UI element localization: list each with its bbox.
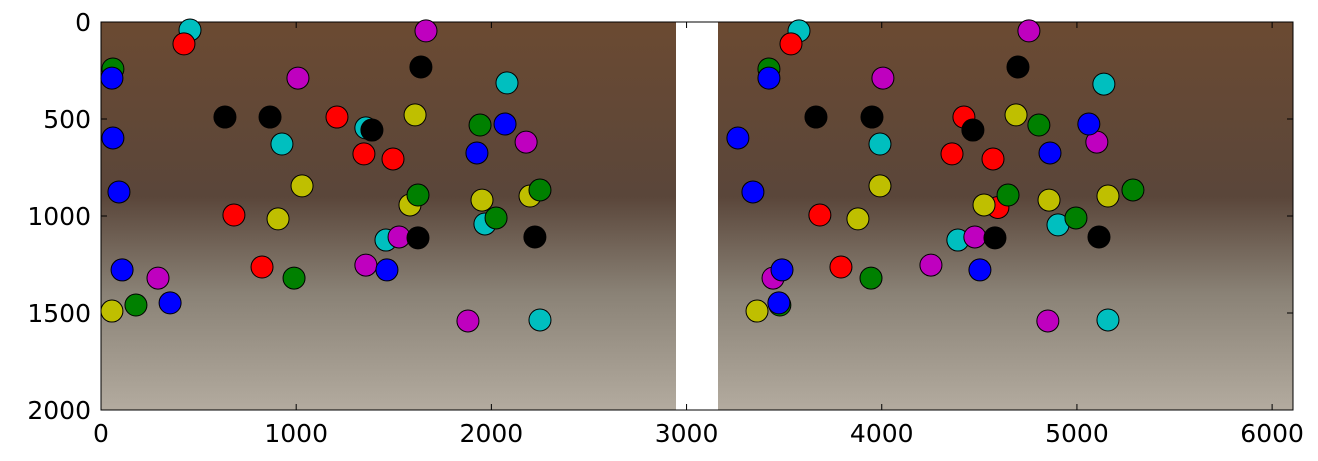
- point: [102, 127, 124, 149]
- point: [872, 67, 894, 89]
- point: [267, 208, 289, 230]
- x-tick-label: 2000: [460, 419, 524, 448]
- point: [125, 294, 147, 316]
- point: [361, 119, 383, 141]
- point: [984, 227, 1006, 249]
- point: [1097, 185, 1119, 207]
- point: [746, 300, 768, 322]
- point: [982, 148, 1004, 170]
- point: [742, 181, 764, 203]
- left-image: [101, 22, 676, 410]
- point: [1078, 113, 1100, 135]
- point: [1065, 207, 1087, 229]
- point: [1039, 142, 1061, 164]
- x-tick-label: 1000: [264, 419, 328, 448]
- point: [101, 300, 123, 322]
- point: [1093, 73, 1115, 95]
- x-tick-label: 5000: [1045, 419, 1109, 448]
- point: [969, 259, 991, 281]
- x-tick-label: 0: [93, 419, 109, 448]
- point: [496, 72, 518, 94]
- point: [1038, 189, 1060, 211]
- point: [108, 181, 130, 203]
- point: [962, 119, 984, 141]
- point: [326, 106, 348, 128]
- point: [768, 292, 790, 314]
- point: [524, 226, 546, 248]
- point: [861, 106, 883, 128]
- point: [847, 208, 869, 230]
- x-tick-label: 3000: [655, 419, 719, 448]
- point: [1088, 226, 1110, 248]
- point: [771, 259, 793, 281]
- y-tick-label: 0: [75, 8, 91, 37]
- point: [941, 143, 963, 165]
- point: [101, 67, 123, 89]
- point: [1037, 310, 1059, 332]
- chart: 0 1000 2000 3000 4000 5000 6000 0 500 1000 1500 200…: [0, 0, 1318, 457]
- y-tick-label: 1000: [27, 202, 91, 231]
- point: [259, 106, 281, 128]
- y-tick-label: 500: [43, 105, 91, 134]
- point: [271, 133, 293, 155]
- point: [805, 106, 827, 128]
- point: [111, 259, 133, 281]
- point: [410, 56, 432, 78]
- point: [529, 179, 551, 201]
- point: [529, 309, 551, 331]
- point: [404, 104, 426, 126]
- point: [973, 194, 995, 216]
- x-tick-label: 4000: [850, 419, 914, 448]
- point: [469, 114, 491, 136]
- point: [1028, 114, 1050, 136]
- point: [780, 33, 802, 55]
- point: [147, 267, 169, 289]
- point: [869, 175, 891, 197]
- point: [407, 184, 429, 206]
- point: [173, 33, 195, 55]
- point: [287, 67, 309, 89]
- y-tick-label: 2000: [27, 396, 91, 425]
- point: [223, 204, 245, 226]
- point: [214, 106, 236, 128]
- point: [809, 204, 831, 226]
- point: [860, 267, 882, 289]
- point: [485, 207, 507, 229]
- point: [415, 20, 437, 42]
- point: [727, 127, 749, 149]
- point: [1097, 309, 1119, 331]
- point: [1007, 56, 1029, 78]
- y-tick-label: 1500: [27, 299, 91, 328]
- point: [159, 292, 181, 314]
- point: [466, 142, 488, 164]
- point: [964, 226, 986, 248]
- point: [1122, 179, 1144, 201]
- point: [1018, 20, 1040, 42]
- point: [376, 259, 398, 281]
- point: [353, 143, 375, 165]
- x-tick-label: 6000: [1240, 419, 1304, 448]
- point: [471, 189, 493, 211]
- point: [283, 267, 305, 289]
- point: [1005, 104, 1027, 126]
- point: [407, 227, 429, 249]
- point: [920, 254, 942, 276]
- point: [382, 148, 404, 170]
- point: [758, 67, 780, 89]
- point: [251, 256, 273, 278]
- point: [830, 256, 852, 278]
- point: [457, 310, 479, 332]
- page: 0 1000 2000 3000 4000 5000 6000 0 500 1000 1500 200…: [0, 0, 1318, 461]
- point: [494, 113, 516, 135]
- point: [291, 175, 313, 197]
- point: [355, 254, 377, 276]
- point: [869, 133, 891, 155]
- point: [997, 184, 1019, 206]
- point: [515, 131, 537, 153]
